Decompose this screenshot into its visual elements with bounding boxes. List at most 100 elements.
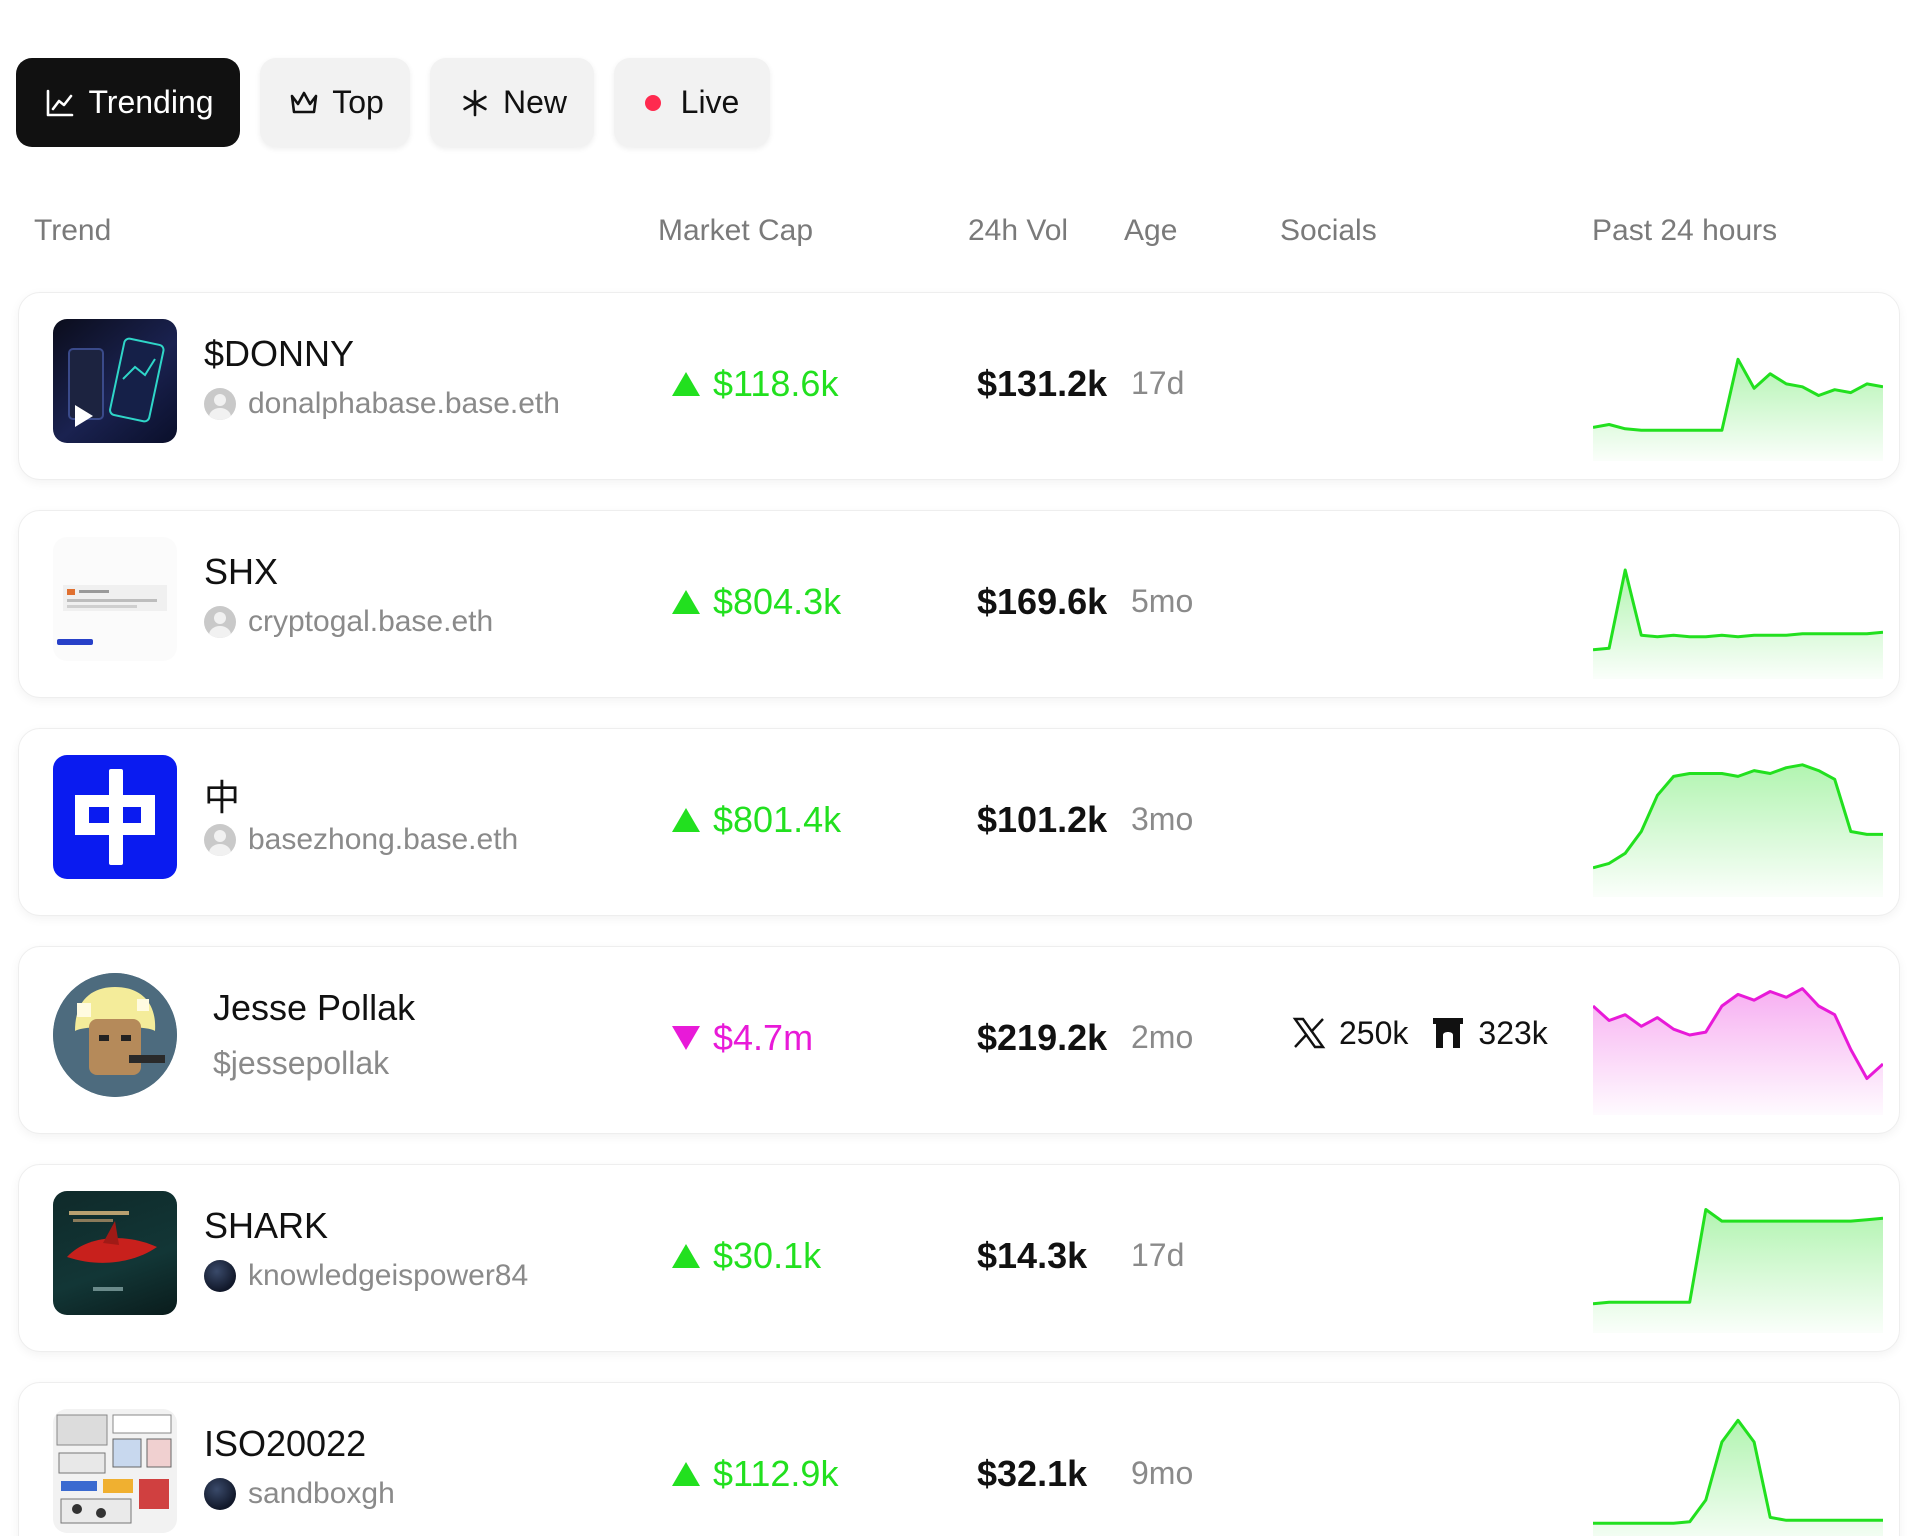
sparkline-chart — [1593, 1208, 1883, 1333]
volume-24h: $131.2k — [977, 363, 1108, 404]
market-cap: $30.1k — [671, 1235, 821, 1277]
sparkline-area — [1593, 988, 1883, 1115]
token-thumbnail — [53, 1409, 177, 1533]
token-age: 2mo — [1131, 1019, 1194, 1055]
market-cap-value: $801.4k — [713, 799, 842, 840]
sparkline-line — [1593, 763, 1883, 870]
volume-24h: $14.3k — [977, 1235, 1088, 1276]
sparkline-area — [1593, 570, 1883, 679]
token-name[interactable]: SHX — [204, 551, 279, 592]
token-thumbnail — [53, 755, 177, 879]
tab-new-label: New — [502, 84, 567, 120]
tab-new[interactable]: New — [430, 58, 594, 147]
user-avatar-icon — [204, 1260, 236, 1292]
user-avatar-icon — [204, 1478, 236, 1510]
token-row[interactable]: ISO20022 sandboxgh $112.9k $32.1k 9mo — [18, 1382, 1900, 1536]
play-icon — [75, 405, 93, 427]
token-name[interactable]: Jesse Pollak — [213, 987, 416, 1028]
col-past-24h: Past 24 hours — [1592, 214, 1778, 247]
token-name[interactable]: SHARK — [204, 1205, 329, 1246]
triangle-up-icon — [672, 372, 700, 396]
triangle-up-icon — [672, 808, 700, 832]
sparkline-area — [1593, 764, 1883, 897]
token-owner[interactable]: sandboxgh — [204, 1477, 395, 1511]
user-avatar-icon — [204, 388, 236, 420]
sparkline-chart — [1593, 987, 1883, 1115]
triangle-up-icon — [672, 1462, 700, 1486]
sparkline-line — [1593, 357, 1883, 432]
volume-24h: $101.2k — [977, 799, 1108, 840]
user-avatar-icon — [204, 824, 236, 856]
market-cap: $118.6k — [671, 363, 838, 405]
triangle-down-icon — [672, 1026, 700, 1050]
tab-live[interactable]: Live — [614, 58, 770, 147]
owner-handle: knowledgeispower84 — [248, 1259, 529, 1292]
token-row[interactable]: 中 basezhong.base.eth $801.4k $101.2k 3mo — [18, 728, 1900, 916]
token-row[interactable]: SHARK knowledgeispower84 $30.1k $14.3k 1… — [18, 1164, 1900, 1352]
live-dot-icon — [644, 94, 661, 111]
owner-handle: donalphabase.base.eth — [248, 387, 560, 420]
market-cap: $804.3k — [671, 581, 841, 623]
crown-icon — [286, 85, 322, 121]
owner-handle: cryptogal.base.eth — [248, 605, 494, 638]
token-owner[interactable]: knowledgeispower84 — [204, 1259, 528, 1293]
sparkline-chart — [1593, 357, 1883, 461]
tab-top-label: Top — [332, 84, 384, 120]
token-thumbnail — [53, 319, 177, 443]
sparkline-line — [1593, 568, 1883, 652]
chart-line-icon — [42, 85, 78, 121]
token-thumbnail — [53, 537, 177, 661]
sparkline-chart — [1593, 763, 1883, 897]
tab-trending-label: Trending — [88, 84, 214, 120]
user-avatar-icon — [204, 606, 236, 638]
market-cap-value: $4.7m — [713, 1017, 814, 1058]
filter-tabs: Trending Top New Live — [16, 58, 770, 147]
sparkline-area — [1593, 1209, 1883, 1333]
token-owner[interactable]: donalphabase.base.eth — [204, 387, 560, 421]
col-trend[interactable]: Trend — [34, 214, 112, 247]
token-row[interactable]: Jesse Pollak $jessepollak $4.7m $219.2k … — [18, 946, 1900, 1134]
token-age: 5mo — [1131, 583, 1194, 619]
token-thumbnail — [53, 1191, 177, 1315]
owner-handle: $jessepollak — [213, 1045, 390, 1081]
token-name[interactable]: 中 — [204, 777, 241, 818]
token-row[interactable]: $DONNY donalphabase.base.eth $118.6k $13… — [18, 292, 1900, 480]
market-cap: $4.7m — [671, 1017, 813, 1059]
triangle-up-icon — [672, 590, 700, 614]
tab-trending[interactable]: Trending — [16, 58, 240, 147]
asterisk-icon — [457, 85, 493, 121]
table-header: Trend Market Cap 24h Vol Age Socials Pas… — [0, 210, 1920, 254]
token-owner[interactable]: $jessepollak — [213, 1045, 389, 1082]
token-age: 3mo — [1131, 801, 1194, 837]
market-cap: $112.9k — [671, 1453, 838, 1495]
farcaster-arch-icon[interactable] — [1428, 1013, 1468, 1053]
token-age: 17d — [1131, 365, 1185, 401]
token-age: 17d — [1131, 1237, 1185, 1273]
col-age[interactable]: Age — [1124, 214, 1178, 247]
triangle-up-icon — [672, 1244, 700, 1268]
owner-handle: basezhong.base.eth — [248, 823, 519, 856]
market-cap: $801.4k — [671, 799, 841, 841]
sparkline-line — [1593, 1208, 1883, 1306]
sparkline-line — [1593, 1418, 1883, 1525]
col-socials: Socials — [1280, 214, 1377, 247]
market-cap-value: $118.6k — [713, 363, 839, 404]
sparkline-area — [1593, 359, 1883, 461]
market-cap-value: $112.9k — [713, 1453, 839, 1494]
col-volume[interactable]: 24h Vol — [968, 214, 1069, 247]
market-cap-value: $804.3k — [713, 581, 842, 622]
market-cap-value: $30.1k — [713, 1235, 822, 1276]
token-name[interactable]: $DONNY — [204, 333, 355, 374]
col-market-cap[interactable]: Market Cap — [658, 214, 814, 247]
farcaster-followers: 323k — [1478, 1014, 1548, 1051]
x-logo-icon[interactable] — [1289, 1013, 1329, 1053]
x-followers: 250k — [1339, 1014, 1409, 1051]
token-row[interactable]: SHX cryptogal.base.eth $804.3k $169.6k 5… — [18, 510, 1900, 698]
token-owner[interactable]: basezhong.base.eth — [204, 823, 518, 857]
token-owner[interactable]: cryptogal.base.eth — [204, 605, 493, 639]
sparkline-chart — [1593, 568, 1883, 679]
socials: 250k 323k — [1289, 1013, 1568, 1053]
token-name[interactable]: ISO20022 — [204, 1423, 367, 1464]
token-age: 9mo — [1131, 1455, 1194, 1491]
tab-top[interactable]: Top — [260, 58, 410, 147]
